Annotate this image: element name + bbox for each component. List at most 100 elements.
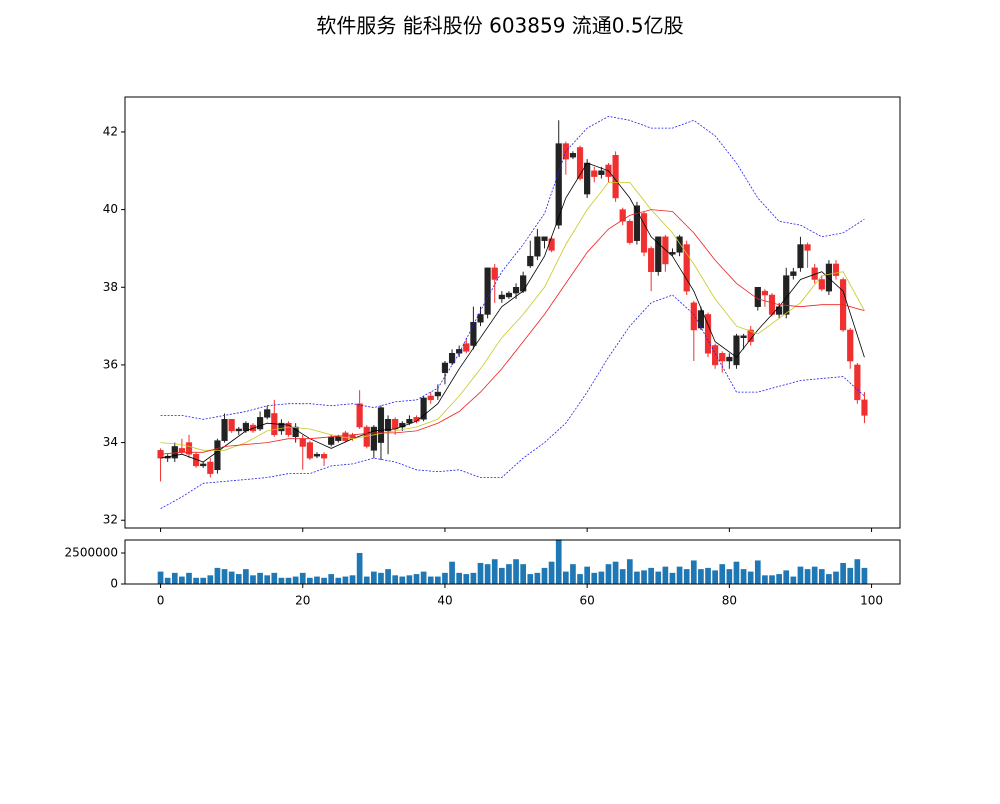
bar <box>250 575 256 584</box>
bar <box>264 575 271 584</box>
candle-body <box>264 409 271 418</box>
candle-body <box>214 440 221 471</box>
bar <box>207 575 214 584</box>
bar <box>641 570 647 584</box>
bar <box>683 569 690 584</box>
candle-body <box>299 438 306 447</box>
bar <box>321 577 327 584</box>
candle-body <box>790 271 797 276</box>
candle-body <box>847 329 854 362</box>
bar <box>612 561 619 584</box>
candle-body <box>328 436 335 445</box>
y-tick-label: 2500000 <box>65 546 118 560</box>
bar <box>385 569 391 584</box>
bar <box>427 576 434 584</box>
bar <box>193 577 199 584</box>
bar <box>712 570 718 584</box>
bar <box>299 572 306 584</box>
candle-body <box>633 205 641 241</box>
bar <box>243 569 249 584</box>
candle-body <box>456 349 463 354</box>
bar <box>698 569 704 584</box>
bar <box>740 569 747 584</box>
candle-body <box>655 236 662 272</box>
bar <box>285 577 292 584</box>
x-tick-label: 20 <box>295 594 310 608</box>
bar <box>534 572 541 584</box>
candle-body <box>470 321 477 346</box>
bar <box>328 574 335 584</box>
candle-body <box>804 244 811 251</box>
bar <box>200 577 207 584</box>
line-series <box>160 162 865 463</box>
bar <box>513 559 519 584</box>
candle-body <box>534 236 541 257</box>
candle-body <box>505 292 513 298</box>
y-tick-label: 32 <box>103 513 118 527</box>
bar <box>669 572 676 584</box>
candle-body <box>555 143 562 226</box>
bar <box>833 571 839 584</box>
bar <box>818 569 825 584</box>
bar <box>648 567 654 584</box>
bar <box>747 571 754 584</box>
plot-frame <box>124 96 901 529</box>
candle-body <box>477 314 484 323</box>
bar <box>449 561 455 584</box>
bar <box>442 572 448 584</box>
candle-body <box>783 275 790 315</box>
bar <box>804 569 811 584</box>
bar <box>520 564 527 584</box>
candle-body <box>335 436 342 441</box>
candle-body <box>512 287 520 294</box>
candle-body <box>591 170 598 177</box>
y-tick-label: 0 <box>110 577 118 591</box>
candle-body <box>797 244 804 269</box>
bar <box>179 576 185 584</box>
candle-body <box>484 267 491 315</box>
bar <box>356 553 363 584</box>
candle-body <box>697 310 705 329</box>
candle-body <box>598 170 605 175</box>
bar <box>470 572 477 584</box>
candle-body <box>520 275 527 292</box>
bar <box>619 569 626 584</box>
bar <box>392 575 399 584</box>
y-tick-label: 40 <box>103 202 118 216</box>
bar <box>676 566 683 584</box>
candle-body <box>171 446 178 459</box>
candle-body <box>719 353 726 362</box>
candle-body <box>690 302 697 331</box>
bar <box>498 567 505 584</box>
bar <box>541 567 548 584</box>
candle-body <box>832 263 840 276</box>
candle-body <box>221 419 228 441</box>
bar <box>484 564 491 584</box>
candle-body <box>569 153 577 158</box>
candle-body <box>733 335 740 366</box>
bar <box>342 576 349 584</box>
candle-body <box>626 221 633 243</box>
candle-body <box>818 279 825 290</box>
candle-body <box>235 428 242 432</box>
candle-body <box>178 448 185 453</box>
bar <box>548 561 555 584</box>
x-tick-label: 80 <box>722 594 737 608</box>
line-series <box>160 294 865 509</box>
candle-body <box>541 236 548 241</box>
candle-body <box>740 335 747 338</box>
candle-body <box>576 147 584 179</box>
candle-body <box>420 397 427 420</box>
bar <box>847 567 854 584</box>
candle-body <box>356 403 363 428</box>
candle-body <box>861 399 868 416</box>
candle-body <box>278 422 285 432</box>
bar <box>790 576 797 584</box>
bar <box>854 559 861 584</box>
bar <box>797 566 804 584</box>
bar <box>733 561 740 584</box>
candle-body <box>406 419 413 424</box>
candle-body <box>285 422 292 436</box>
bar <box>840 562 846 584</box>
candle-body <box>683 244 690 292</box>
